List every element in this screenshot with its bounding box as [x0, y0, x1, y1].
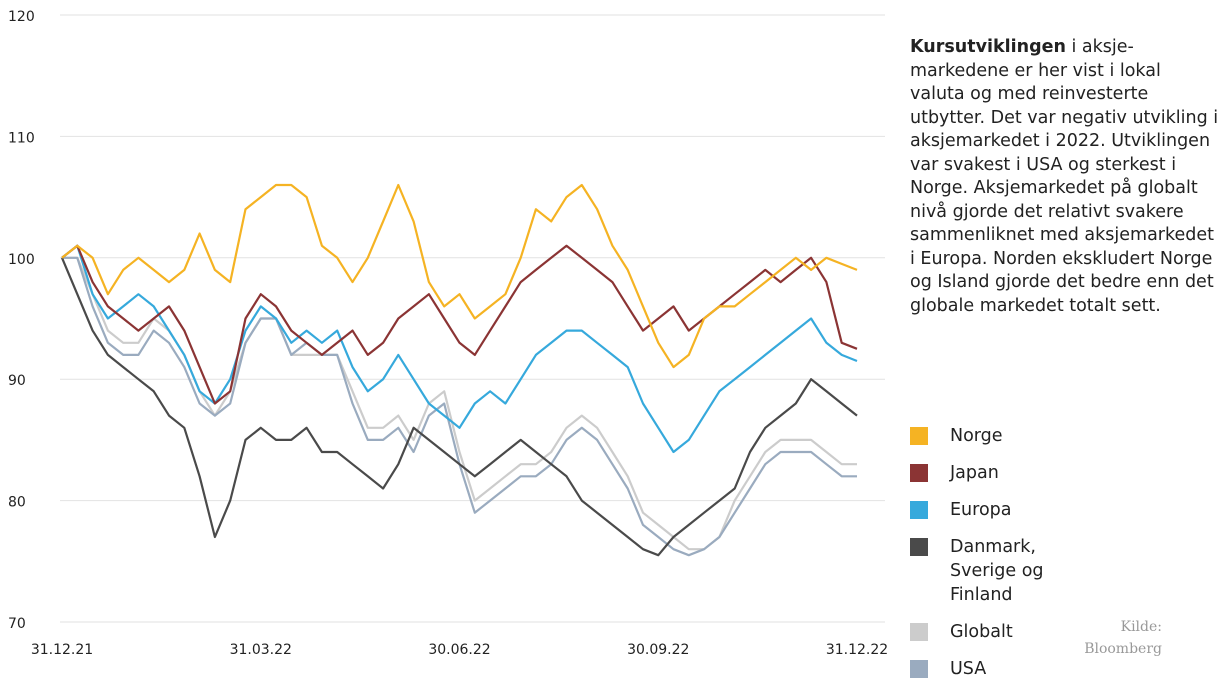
legend-item: USA — [910, 657, 1110, 681]
legend-swatch — [910, 660, 928, 678]
x-tick-label: 31.12.22 — [826, 642, 888, 658]
x-tick-label: 31.03.22 — [230, 642, 292, 658]
series-line — [62, 256, 857, 557]
description: Kursutviklingen i aksje-markedene er her… — [910, 36, 1220, 318]
legend-swatch — [910, 501, 928, 519]
y-tick-label: 110 — [8, 130, 35, 146]
legend-label: Globalt — [950, 622, 1013, 642]
legend-item: Japan — [910, 461, 1110, 485]
legend-label: Europa — [950, 500, 1012, 520]
legend-item: Norge — [910, 424, 1110, 448]
legend-item: Europa — [910, 498, 1110, 522]
page: 70 80 90 100 110 120 31.12.21 31.03.22 30.06.22 3… — [8, 9, 1220, 679]
x-tick-label: 31.12.21 — [31, 642, 93, 658]
x-tick-label: 30.06.22 — [428, 642, 490, 658]
chart: 70 80 90 100 110 120 31.12.21 31.03.22 30.06.22 3… — [8, 9, 888, 658]
source: Kilde: Bloomberg — [1084, 619, 1162, 657]
series-line — [60, 257, 858, 557]
y-tick-label: 100 — [8, 252, 35, 268]
y-tick-label: 90 — [8, 373, 26, 389]
y-tick-label: 70 — [8, 616, 26, 632]
legend-swatch — [910, 538, 928, 556]
description-bold: Kursutviklingen — [910, 37, 1066, 57]
legend-swatch — [910, 427, 928, 445]
legend-item: Danmark, Sverige og Finland — [910, 535, 1110, 607]
legend-label: Norge — [950, 426, 1003, 446]
x-tick-label: 30.09.22 — [627, 642, 689, 658]
description-text: i aksje-markedene er her vist i lokal va… — [910, 37, 1219, 316]
series-line — [61, 183, 858, 369]
series-line — [62, 256, 857, 551]
legend-label: Danmark, Sverige og Finland — [950, 537, 1044, 605]
y-tick-label: 80 — [8, 495, 26, 511]
series-line — [61, 244, 858, 405]
legend-swatch — [910, 464, 928, 482]
legend-label: Japan — [950, 463, 999, 483]
legend-label: USA — [950, 659, 987, 679]
legend-swatch — [910, 623, 928, 641]
legend-item: Globalt — [910, 620, 1110, 644]
series-line — [61, 244, 858, 454]
y-tick-label: 120 — [8, 9, 35, 25]
